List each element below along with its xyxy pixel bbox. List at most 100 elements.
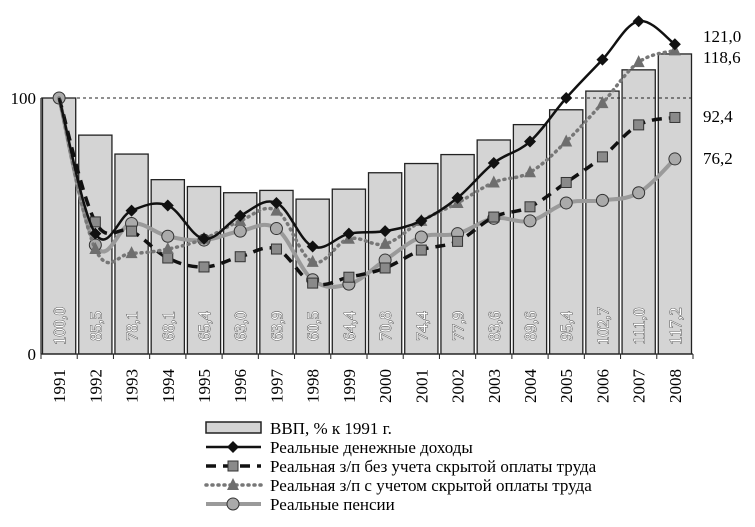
data-point-circle [233, 224, 247, 238]
bar-value-label: 83,6 [485, 311, 504, 341]
bar-value-label: 70,8 [376, 311, 395, 341]
bar-value-label: 78,1 [123, 311, 142, 341]
x-tick-label: 2007 [630, 369, 649, 404]
bar-value-label: 95,4 [557, 311, 576, 341]
data-point-square [198, 261, 210, 273]
data-point-square [633, 119, 645, 131]
bar-value-label: 89,6 [521, 311, 540, 341]
legend-label: Реальные денежные доходы [270, 438, 473, 457]
data-point-diamond [487, 157, 500, 170]
bar-value-label: 117,2 [666, 307, 685, 345]
bar-2007 [621, 69, 656, 355]
end-value-label: 92,4 [703, 107, 733, 126]
data-point-circle [595, 193, 609, 207]
bar-value-label: 74,4 [412, 311, 431, 341]
x-tick-label: 2001 [412, 369, 431, 403]
x-tick-label: 2000 [376, 369, 395, 403]
data-point-triangle [161, 242, 174, 255]
data-point-diamond [125, 204, 138, 217]
bar-1994 [150, 179, 186, 355]
data-point-square [270, 243, 282, 255]
legend-marker-triangle [227, 478, 239, 490]
bar-2008 [657, 53, 693, 355]
data-point-diamond [161, 199, 174, 212]
legend-marker-square [227, 460, 239, 472]
x-tick-label: 1996 [231, 369, 250, 403]
bar-2001 [404, 162, 439, 355]
data-point-triangle [379, 236, 392, 249]
data-point-diamond [596, 53, 609, 66]
data-point-square [452, 235, 464, 247]
bar-value-label: 63,9 [267, 311, 286, 341]
data-point-circle [559, 196, 573, 210]
data-point-circle [632, 186, 646, 200]
data-point-square [343, 271, 355, 283]
data-point-square [234, 251, 246, 263]
y-tick-label: 0 [28, 345, 37, 364]
x-tick-label: 1998 [304, 369, 323, 403]
x-tick-label: 2002 [449, 369, 468, 403]
legend-label: ВВП, % к 1991 г. [270, 419, 392, 438]
data-point-circle [161, 229, 175, 243]
data-point-square [596, 151, 608, 163]
data-point-square [488, 211, 500, 223]
bar-value-label: 85,5 [86, 311, 105, 341]
legend-marker-circle [226, 497, 240, 511]
data-point-square [126, 225, 138, 237]
bar-value-label: 102,7 [593, 306, 612, 345]
bar-1998 [295, 198, 330, 355]
legend-swatch-bar [205, 421, 262, 434]
data-point-square [524, 201, 536, 213]
y-tick-label: 100 [11, 89, 37, 108]
data-point-circle [523, 214, 537, 228]
legend-label: Реальная з/п без учета скрытой оплаты тр… [270, 457, 597, 476]
x-tick-label: 2004 [521, 369, 540, 404]
data-point-triangle [632, 55, 645, 68]
x-tick-label: 2003 [485, 369, 504, 403]
bar-value-label: 65,4 [195, 311, 214, 341]
data-point-diamond [234, 209, 247, 222]
x-tick-label: 1992 [86, 369, 105, 403]
data-point-triangle [306, 254, 319, 267]
bar-2006 [585, 90, 620, 355]
x-tick-label: 1999 [340, 369, 359, 403]
data-point-square [379, 262, 391, 274]
data-point-diamond [270, 196, 283, 209]
data-point-triangle [125, 246, 138, 259]
data-point-triangle [596, 96, 609, 109]
x-tick-label: 1995 [195, 369, 214, 403]
data-point-triangle [524, 165, 536, 178]
data-point-triangle [487, 175, 500, 188]
data-point-diamond [668, 38, 681, 51]
data-point-diamond [342, 227, 355, 240]
x-tick-label: 1997 [267, 369, 286, 404]
data-point-square [560, 176, 572, 188]
bar-value-label: 100,0 [50, 307, 69, 345]
data-point-circle [414, 230, 428, 244]
bar-value-label: 111,0 [630, 308, 649, 345]
series-line-square [57, 97, 676, 287]
data-point-diamond [632, 15, 645, 28]
data-point-diamond [560, 92, 573, 104]
data-point-square [415, 244, 427, 256]
data-point-diamond [451, 191, 464, 204]
data-point-square [307, 277, 319, 289]
data-point-diamond [379, 225, 392, 238]
end-value-label: 76,2 [703, 149, 733, 168]
end-value-label: 118,6 [703, 48, 741, 67]
x-tick-label: 1993 [123, 369, 142, 403]
x-tick-label: 1991 [50, 369, 69, 403]
data-point-triangle [89, 242, 102, 255]
bar-value-label: 77,9 [449, 311, 468, 341]
bar-value-label: 60,5 [304, 311, 323, 341]
data-point-triangle [270, 203, 283, 216]
data-point-triangle [560, 134, 573, 147]
legend: ВВП, % к 1991 г.Реальные денежные доходы… [204, 419, 597, 514]
legend-marker-diamond [227, 441, 239, 453]
legend-label: Реальная з/п с учетом скрытой оплаты тру… [270, 476, 592, 495]
bar-1991 [41, 97, 77, 355]
data-point-diamond [198, 232, 210, 245]
data-point-diamond [306, 240, 319, 253]
data-point-circle [269, 222, 283, 236]
end-value-label: 121,0 [703, 27, 741, 46]
